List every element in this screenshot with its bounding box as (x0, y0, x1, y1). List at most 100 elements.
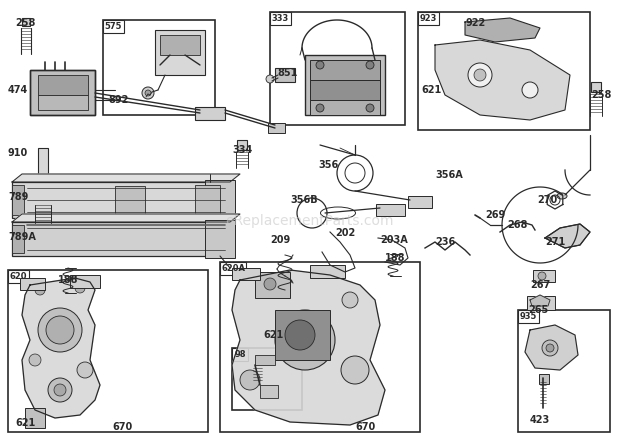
Text: 789A: 789A (8, 232, 36, 242)
Circle shape (77, 362, 93, 378)
Polygon shape (232, 270, 385, 425)
Bar (270, 12, 291, 25)
Polygon shape (530, 295, 550, 306)
Bar (12, 222, 230, 256)
Bar (8, 270, 208, 432)
Text: 356B: 356B (290, 195, 317, 205)
Circle shape (287, 322, 323, 358)
Text: 423: 423 (530, 415, 551, 425)
Text: 188: 188 (385, 253, 405, 263)
Text: 356: 356 (318, 160, 339, 170)
Bar (518, 310, 610, 432)
Text: 620A: 620A (221, 264, 245, 273)
Bar (237, 140, 247, 150)
Circle shape (366, 61, 374, 69)
Bar (376, 204, 405, 216)
Circle shape (285, 320, 315, 350)
Text: 621: 621 (421, 85, 441, 95)
Text: 236: 236 (435, 237, 455, 247)
Bar (30, 70, 95, 115)
Text: 202: 202 (335, 228, 355, 238)
Circle shape (341, 356, 369, 384)
Bar (255, 355, 275, 365)
Text: 265: 265 (528, 305, 548, 315)
Circle shape (538, 272, 546, 280)
Bar (205, 180, 235, 220)
Circle shape (142, 87, 154, 99)
Circle shape (342, 292, 358, 308)
Text: 203A: 203A (380, 235, 408, 245)
Bar (205, 220, 235, 258)
Text: 670: 670 (355, 422, 375, 432)
Circle shape (297, 332, 313, 348)
Bar (310, 100, 380, 115)
Bar (220, 262, 246, 275)
Circle shape (474, 69, 486, 81)
Polygon shape (435, 40, 570, 120)
Text: 892: 892 (108, 95, 128, 105)
Ellipse shape (557, 193, 567, 199)
Bar (38, 95, 88, 110)
Text: 333: 333 (272, 14, 289, 23)
Bar (30, 70, 95, 115)
Bar (275, 68, 295, 82)
Bar (160, 35, 200, 55)
Text: 474: 474 (8, 85, 29, 95)
Bar (12, 185, 24, 215)
Bar (408, 196, 432, 208)
Bar (310, 80, 380, 100)
Text: 268: 268 (507, 220, 528, 230)
Text: eReplacementParts.com: eReplacementParts.com (226, 214, 394, 228)
Bar (418, 12, 439, 25)
Bar (38, 75, 88, 95)
Text: 98: 98 (234, 350, 246, 359)
Polygon shape (22, 278, 100, 418)
Polygon shape (465, 18, 540, 42)
Bar (195, 185, 220, 215)
Bar (418, 12, 590, 130)
Text: 851: 851 (277, 68, 298, 78)
Polygon shape (12, 214, 240, 222)
Circle shape (468, 63, 492, 87)
Text: 670: 670 (112, 422, 132, 432)
Circle shape (35, 285, 45, 295)
Circle shape (546, 344, 554, 352)
Bar (12, 182, 230, 218)
Bar (35, 190, 51, 205)
Bar (310, 265, 345, 278)
Circle shape (48, 378, 72, 402)
Bar (195, 107, 225, 120)
Circle shape (264, 278, 276, 290)
Text: 267: 267 (530, 280, 551, 290)
Text: 356A: 356A (435, 170, 463, 180)
Circle shape (29, 354, 41, 366)
Circle shape (240, 370, 260, 390)
Bar (20, 278, 45, 290)
Bar (591, 82, 601, 92)
Text: 269: 269 (485, 210, 505, 220)
Text: 935: 935 (520, 312, 537, 321)
Bar (232, 348, 302, 410)
Bar (115, 186, 145, 214)
Text: 621: 621 (263, 330, 283, 340)
Text: 789: 789 (8, 192, 29, 202)
Circle shape (316, 104, 324, 112)
Text: 334: 334 (232, 145, 252, 155)
Bar (155, 30, 205, 75)
Circle shape (46, 316, 74, 344)
Bar (268, 123, 285, 133)
Bar (232, 268, 260, 280)
Text: 188: 188 (58, 275, 79, 285)
Bar (527, 296, 555, 310)
Circle shape (366, 104, 374, 112)
Bar (232, 348, 248, 361)
Bar (103, 20, 124, 33)
Text: 923: 923 (420, 14, 437, 23)
Bar (305, 55, 385, 115)
Text: 258: 258 (591, 90, 611, 100)
Text: 258: 258 (15, 18, 35, 28)
Circle shape (542, 340, 558, 356)
Bar (12, 225, 24, 253)
Bar (518, 310, 539, 323)
Text: 922: 922 (465, 18, 485, 28)
